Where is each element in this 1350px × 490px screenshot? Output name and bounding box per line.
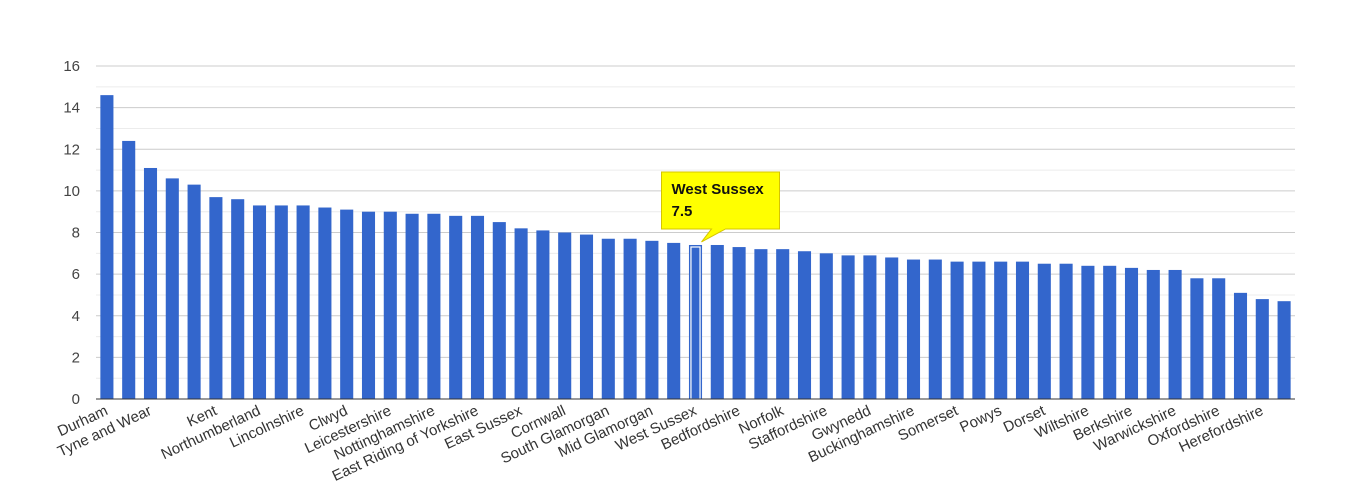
bar[interactable] (972, 261, 986, 399)
bar[interactable] (710, 244, 724, 399)
bar[interactable] (231, 199, 245, 399)
bar[interactable] (623, 238, 637, 399)
bar[interactable] (1103, 265, 1117, 399)
bar[interactable] (1146, 269, 1160, 399)
bar[interactable] (950, 261, 964, 399)
bar[interactable] (296, 205, 310, 399)
bar[interactable] (667, 242, 681, 399)
bar[interactable] (601, 238, 615, 399)
bar[interactable] (1190, 278, 1204, 399)
bar[interactable] (1277, 301, 1291, 399)
bar[interactable] (928, 259, 942, 399)
bar[interactable] (274, 205, 288, 399)
bar[interactable] (470, 215, 485, 399)
bar[interactable] (122, 140, 136, 400)
bar[interactable] (1124, 267, 1139, 399)
bar[interactable] (558, 232, 572, 400)
bar[interactable] (688, 244, 703, 399)
y-tick-label: 8 (72, 225, 80, 242)
bar[interactable] (579, 234, 594, 399)
bar[interactable] (1168, 269, 1182, 399)
bar[interactable] (100, 95, 114, 399)
y-axis-ticks: 0 2 4 6 8 10 12 14 16 (63, 58, 80, 408)
y-tick-label: 6 (72, 266, 80, 283)
bar[interactable] (252, 205, 267, 399)
bar[interactable] (536, 230, 550, 399)
bar[interactable] (165, 178, 179, 399)
bar[interactable] (841, 255, 855, 399)
y-tick-label: 4 (72, 308, 80, 325)
bar[interactable] (405, 213, 419, 399)
bar[interactable] (994, 261, 1008, 399)
tooltip-category: West Sussex (672, 181, 765, 198)
bar[interactable] (754, 249, 768, 399)
bar[interactable] (492, 222, 506, 399)
bar[interactable] (797, 251, 812, 399)
y-tick-label: 14 (63, 100, 80, 117)
bar[interactable] (514, 228, 528, 399)
bar[interactable] (209, 197, 223, 399)
bar[interactable] (1081, 265, 1095, 399)
y-tick-label: 16 (63, 58, 80, 75)
y-tick-label: 12 (63, 141, 80, 158)
bar[interactable] (1233, 292, 1248, 399)
bar[interactable] (318, 207, 332, 399)
bar[interactable] (819, 253, 833, 399)
bar[interactable] (863, 255, 877, 399)
y-tick-label: 10 (63, 183, 80, 200)
y-tick-label: 2 (72, 349, 80, 366)
bar[interactable] (776, 249, 790, 399)
bar[interactable] (1212, 278, 1226, 399)
bar[interactable] (645, 240, 659, 399)
bar[interactable] (1255, 299, 1269, 399)
bar[interactable] (1015, 261, 1030, 399)
y-tick-label: 0 (72, 391, 80, 408)
bar[interactable] (361, 211, 376, 399)
bar[interactable] (1037, 263, 1051, 399)
bar[interactable] (187, 184, 201, 399)
x-category-label: Powys (957, 402, 1004, 436)
bars (100, 95, 1291, 400)
tooltip: West Sussex 7.5 (661, 171, 780, 243)
bar[interactable] (885, 257, 899, 399)
bar[interactable] (906, 259, 921, 399)
bar[interactable] (143, 167, 158, 399)
bar[interactable] (449, 215, 463, 399)
tooltip-value: 7.5 (672, 203, 693, 220)
bar[interactable] (427, 213, 441, 399)
tooltip-box (661, 171, 780, 243)
bar[interactable] (1059, 263, 1073, 399)
bar[interactable] (732, 247, 746, 399)
bar[interactable] (383, 211, 397, 399)
bar[interactable] (340, 209, 354, 399)
